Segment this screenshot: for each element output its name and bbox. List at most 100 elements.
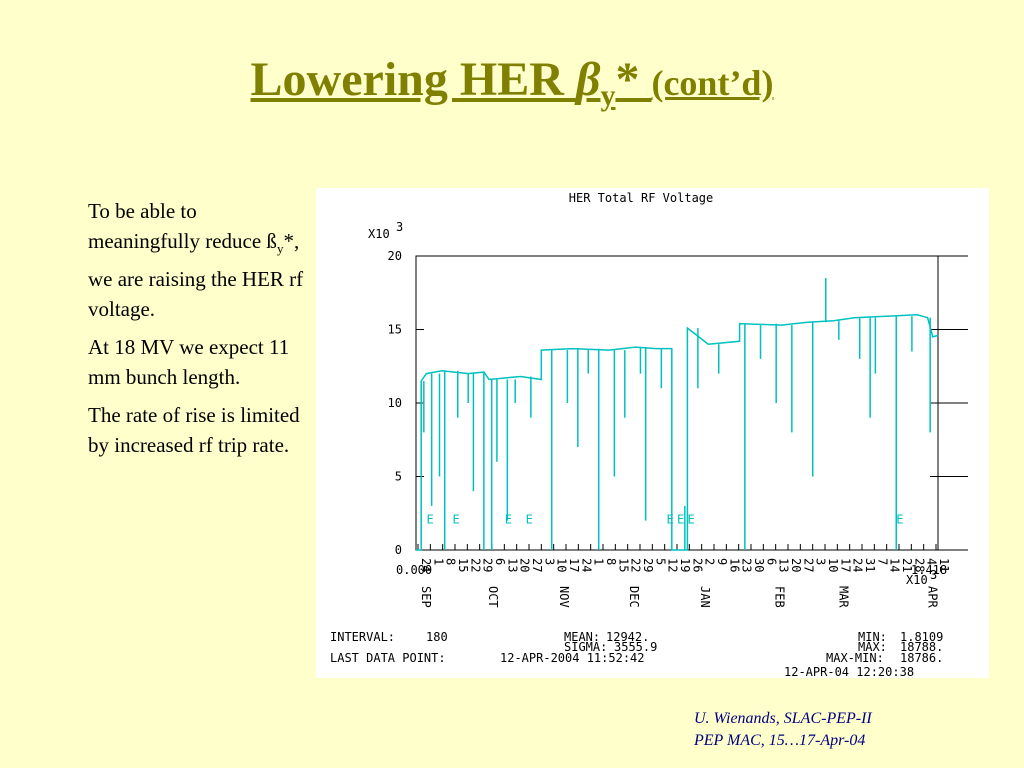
min-value: 1.8109 [900, 630, 943, 644]
interval-label: INTERVAL: [330, 630, 395, 644]
title-cont: (cont’d) [651, 63, 774, 103]
e-marker: E [453, 513, 460, 527]
e-marker: E [896, 513, 903, 527]
rf-voltage-plot: HER Total RF Voltage X10 3 0 5 10 15 20 24 1 8… [316, 188, 989, 678]
x-day-label: 4 [925, 558, 939, 565]
e-marker: E [426, 513, 433, 527]
x-month-label: JAN [698, 586, 712, 608]
title-main: Lowering HER [250, 53, 576, 106]
paragraph-1-sub: y [276, 241, 284, 257]
x-day-label: 15 [456, 558, 470, 572]
x-day-label: 28 [912, 558, 926, 572]
e-marker: E [677, 513, 684, 527]
x-day-label: 1 [431, 558, 445, 565]
x-day-label: 13 [777, 558, 791, 572]
x-day-label: 10 [826, 558, 840, 572]
title-beta: β [575, 53, 601, 106]
y-tick-label: 20 [388, 249, 402, 263]
y-tick-label: 15 [388, 323, 402, 337]
x-day-label: 16 [727, 558, 741, 572]
x-day-label: 3 [542, 558, 556, 565]
x-end-label: 1.418 [911, 563, 947, 577]
x-day-label: 11 [937, 558, 951, 572]
e-marker: E [667, 513, 674, 527]
x-day-label: 19 [678, 558, 692, 572]
x-month-label: OCT [486, 586, 500, 608]
x-month-label: SEP [419, 586, 433, 608]
timestamp: 12-APR-04 12:20:38 [784, 665, 914, 678]
x-day-label: 1 [592, 558, 606, 565]
x-month-label: FEB [772, 586, 786, 608]
x-day-label: 31 [863, 558, 877, 572]
x-day-label: 8 [604, 558, 618, 565]
e-marker: E [505, 513, 512, 527]
footer: U. Wienands, SLAC-PEP-II PEP MAC, 15…17-… [694, 708, 1014, 752]
x-axis: 2418152229613202731017241815222951219262… [417, 544, 951, 608]
mean-value: 12942. [606, 630, 649, 644]
footer-line-1: U. Wienands, SLAC-PEP-II [694, 710, 872, 727]
x-day-label: 8 [444, 558, 458, 565]
footer-line-2: PEP MAC, 15…17-Apr-04 [694, 732, 866, 749]
x-day-label: 12 [666, 558, 680, 572]
y-axis: 0 5 10 15 20 [388, 249, 968, 557]
x-day-label: 9 [715, 558, 729, 565]
min-label: MIN: [858, 630, 887, 644]
x-multiplier-exp: 3 [930, 568, 937, 582]
max-value: 18788. [900, 640, 943, 654]
x-day-label: 20 [789, 558, 803, 572]
x-month-label: MAR [836, 586, 850, 608]
y-tick-label: 10 [388, 396, 402, 410]
x-day-label: 17 [567, 558, 581, 572]
x-day-label: 13 [505, 558, 519, 572]
x-day-label: 27 [801, 558, 815, 572]
body-text: To be able to meaningfully reduce ßy*, w… [88, 196, 308, 468]
paragraph-3: The rate of rise is limited by increased… [88, 403, 300, 458]
x-day-label: 7 [875, 558, 889, 565]
x-day-label: 27 [530, 558, 544, 572]
sigma-value: 3555.9 [614, 640, 657, 654]
x-day-label: 17 [838, 558, 852, 572]
x-day-label: 22 [468, 558, 482, 572]
x-day-label: 24 [579, 558, 593, 572]
x-day-label: 21 [900, 558, 914, 572]
paragraph-2: At 18 MV we expect 11 mm bunch length. [88, 335, 290, 390]
y-multiplier: X10 [368, 227, 390, 241]
x-day-label: 2 [703, 558, 717, 565]
x-day-label: 3 [814, 558, 828, 565]
plot-frame [415, 255, 939, 551]
y-multiplier-exp: 3 [396, 220, 403, 234]
traces [416, 278, 939, 551]
x-day-label: 24 [419, 558, 433, 572]
x-day-label: 23 [740, 558, 754, 572]
x-day-label: 26 [690, 558, 704, 572]
x-day-label: 29 [481, 558, 495, 572]
x-day-label: 20 [518, 558, 532, 572]
x-multiplier: X10 [906, 573, 928, 587]
slide-title: Lowering HER βy* (cont’d) [0, 52, 1024, 113]
paragraph-1-pre: To be able to meaningfully reduce ß [88, 199, 277, 253]
x-day-label: 22 [629, 558, 643, 572]
x-day-label: 6 [493, 558, 507, 565]
max-label: MAX: [858, 640, 887, 654]
x-day-label: 15 [616, 558, 630, 572]
x-month-label: DEC [627, 586, 641, 608]
chart-title: HER Total RF Voltage [569, 191, 714, 205]
maxmin-label: MAX-MIN: [826, 651, 884, 665]
e-marker: E [687, 513, 694, 527]
last-point-label: LAST DATA POINT: [330, 651, 446, 665]
interval-value: 180 [426, 630, 448, 644]
paragraph-1: To be able to meaningfully reduce ßy*, w… [88, 196, 308, 324]
x-day-label: 5 [653, 558, 667, 565]
x-day-label: 10 [555, 558, 569, 572]
e-marker: E [526, 513, 533, 527]
title-subscript: y [600, 79, 616, 112]
x-day-label: 29 [641, 558, 655, 572]
x-month-label: APR [925, 586, 939, 608]
x-day-label: 6 [764, 558, 778, 565]
x-day-label: 30 [752, 558, 766, 572]
y-tick-label: 5 [395, 470, 402, 484]
x-start-label: 0.000 [396, 563, 432, 577]
paragraph-1-post: *, we are raising the HER rf voltage. [88, 229, 304, 322]
